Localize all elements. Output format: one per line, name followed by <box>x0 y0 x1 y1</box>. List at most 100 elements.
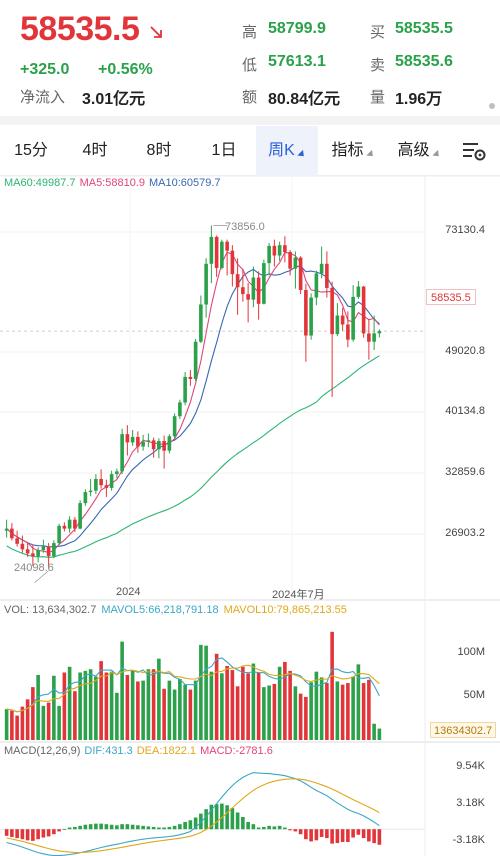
stat-label-volume: 量 <box>370 89 386 106</box>
candle-body <box>246 294 250 300</box>
macd-bar <box>209 804 214 830</box>
candle-body <box>20 543 25 550</box>
tab-8h[interactable]: 8时 <box>128 126 190 176</box>
volume-bar <box>52 675 56 740</box>
volume-bar <box>283 661 287 740</box>
macd-bar <box>141 825 145 830</box>
macd-bar <box>319 829 324 837</box>
volume-bar <box>115 692 119 740</box>
macd-bar <box>94 823 98 830</box>
macd-bar <box>225 805 229 830</box>
tab-4h[interactable]: 4时 <box>64 126 126 176</box>
volume-bar <box>46 702 51 740</box>
volume-bar <box>41 705 46 740</box>
chart-settings-icon[interactable] <box>461 140 487 162</box>
macd-axis-label: 3.18K <box>456 797 485 809</box>
tab-1d[interactable]: 1日 <box>193 126 255 176</box>
macd-bar <box>346 829 350 842</box>
macd-name: MACD(12,26,9) <box>4 745 81 757</box>
candle-body <box>309 297 313 336</box>
candle-body <box>351 296 355 340</box>
macd-bar <box>262 826 266 830</box>
macd-value-legend: MACD:-2781.6 <box>200 745 273 757</box>
macd-axis-label: 9.54K <box>456 760 485 772</box>
tab-label: 15分 <box>14 142 48 159</box>
volume-bar <box>372 723 376 740</box>
macd-bar <box>241 816 245 830</box>
volume-bar <box>361 683 366 740</box>
tab-15min[interactable]: 15分 <box>0 126 62 176</box>
volume-bar <box>251 663 256 740</box>
candle-body <box>15 538 19 544</box>
dif-line <box>6 772 380 856</box>
volume-bar <box>25 699 30 740</box>
candle-body <box>262 263 266 304</box>
candle-body <box>241 287 245 295</box>
macd-bar <box>246 821 250 830</box>
volume-bar <box>67 666 72 740</box>
candle-body <box>120 434 124 472</box>
macd-bar <box>214 804 219 830</box>
volume-bar <box>256 672 261 740</box>
macd-bar <box>52 829 56 835</box>
candle-body <box>288 252 292 269</box>
candle-body <box>183 376 187 403</box>
volume-bar <box>346 683 350 740</box>
header-divider <box>0 116 500 125</box>
candle-body <box>225 241 229 251</box>
stat-value-turnover: 80.84亿元 <box>268 91 341 108</box>
last-price: 58535.5 <box>20 10 140 48</box>
volume-bar <box>351 676 355 740</box>
macd-bar <box>288 829 292 831</box>
mavol5-line <box>6 657 380 713</box>
candle-body <box>235 274 240 288</box>
candle-body <box>146 440 151 442</box>
tab-weekly[interactable]: 周K <box>256 126 318 176</box>
candle-body <box>214 236 219 268</box>
macd-bar <box>78 825 82 830</box>
volume-bar <box>172 689 177 740</box>
volume-bar <box>272 683 277 740</box>
quote-header: 58535.5 +325.0 +0.56% 净流入 3.01亿元 高 58799… <box>0 0 500 116</box>
stat-label-high: 高 <box>242 24 258 41</box>
volume-axis-label: 100M <box>457 646 485 658</box>
macd-bar <box>125 824 130 830</box>
macd-bar <box>20 829 25 840</box>
candle-body <box>361 286 366 334</box>
candle-body <box>298 257 303 290</box>
candle-body <box>67 519 72 529</box>
candle-body <box>83 492 88 504</box>
price-axis-label: 40134.8 <box>445 405 485 417</box>
volume-bar <box>199 644 203 740</box>
arrow-down-right-icon <box>150 26 162 38</box>
volume-bar <box>267 685 271 740</box>
candle-body <box>272 245 277 256</box>
volume-bar <box>325 683 329 740</box>
macd-bar <box>314 829 319 841</box>
volume-bar <box>62 672 67 740</box>
volume-bar <box>178 679 182 740</box>
tab-advanced[interactable]: 高级 <box>388 126 450 176</box>
macd-bar <box>36 829 40 840</box>
ma10-legend: MA10:60579.7 <box>149 177 221 189</box>
candle-body <box>125 434 130 443</box>
macd-bar <box>162 827 166 830</box>
volume-bar <box>235 686 240 740</box>
candle-body <box>193 341 198 379</box>
price-axis-label: 49020.8 <box>445 345 485 357</box>
macd-legend: MACD(12,26,9) DIF:431.3 DEA:1822.1 MACD:-27… <box>4 745 277 757</box>
volume-bar <box>36 674 40 740</box>
candle-body <box>230 250 235 275</box>
candle-body <box>41 546 46 550</box>
high-price-label: 73856.0 <box>225 221 265 233</box>
candle-body <box>319 263 324 274</box>
volume-bar <box>141 680 145 740</box>
macd-bar <box>277 825 282 830</box>
ma60-legend: MA60:49987.7 <box>4 177 76 189</box>
volume-bar <box>246 673 250 740</box>
tab-indicators[interactable]: 指标 <box>322 126 384 176</box>
candle-body <box>335 315 340 335</box>
volume-bar <box>73 691 77 740</box>
volume-bar <box>15 715 19 740</box>
